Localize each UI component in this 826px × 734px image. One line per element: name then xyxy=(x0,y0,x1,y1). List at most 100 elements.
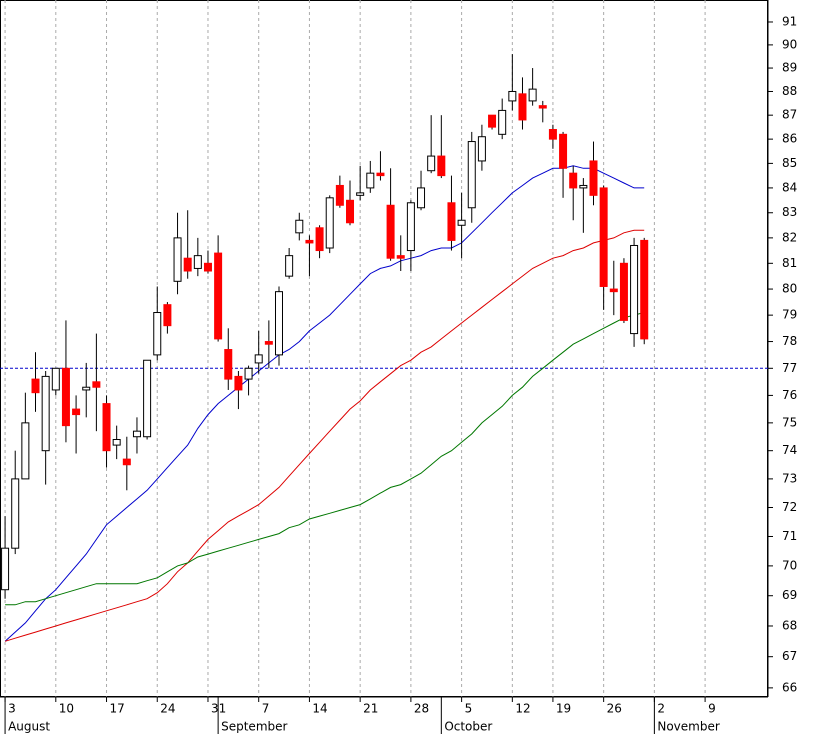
candle-body xyxy=(234,375,243,391)
x-tick-label: 7 xyxy=(262,702,270,716)
y-tick-label: 72 xyxy=(782,500,797,514)
y-tick-label: 91 xyxy=(782,14,797,28)
x-tick-label: 14 xyxy=(312,702,327,716)
x-tick-label: 21 xyxy=(363,702,378,716)
candle-body xyxy=(396,255,405,259)
candle-body xyxy=(437,155,446,177)
x-tick-label: 12 xyxy=(515,702,530,716)
candle-body xyxy=(325,197,334,249)
candle-body xyxy=(122,458,131,466)
candle-body xyxy=(559,133,568,169)
y-tick-label: 78 xyxy=(782,334,797,348)
candle-body xyxy=(183,257,192,272)
candle-body xyxy=(112,439,121,446)
moving-average-line xyxy=(4,229,645,642)
candle-body xyxy=(477,136,486,162)
candle-body xyxy=(599,187,608,287)
candle-body xyxy=(295,219,304,234)
candle-body xyxy=(619,262,628,321)
candle-body xyxy=(21,422,30,480)
candle-body xyxy=(609,288,618,293)
y-tick-label: 79 xyxy=(782,308,797,322)
candle-body xyxy=(467,141,476,209)
y-tick-label: 74 xyxy=(782,443,797,457)
candle-body xyxy=(548,129,557,140)
candle-body xyxy=(569,172,578,189)
candle-body xyxy=(72,408,81,416)
candle-body xyxy=(457,219,466,226)
candle-body xyxy=(315,227,324,252)
y-tick-label: 68 xyxy=(782,618,797,632)
plot-frame xyxy=(0,0,768,697)
y-tick-label: 67 xyxy=(782,649,797,663)
candle-body xyxy=(244,367,253,380)
x-tick-label: 28 xyxy=(414,702,429,716)
y-tick-label: 70 xyxy=(782,558,797,572)
moving-average-line xyxy=(4,165,645,642)
candle-body xyxy=(417,187,426,209)
y-tick-label: 69 xyxy=(782,588,797,602)
candle-body xyxy=(203,262,212,272)
candle-body xyxy=(224,349,233,380)
y-tick-label: 84 xyxy=(782,180,797,194)
candle-body xyxy=(61,367,70,427)
y-tick-label: 82 xyxy=(782,230,797,244)
month-label: August xyxy=(8,720,50,734)
candle-body xyxy=(406,202,415,252)
candle-body xyxy=(386,204,395,259)
candle-body xyxy=(528,88,537,102)
y-tick-label: 87 xyxy=(782,108,797,122)
candle-body xyxy=(376,172,385,177)
candle-body xyxy=(518,93,527,121)
y-tick-label: 90 xyxy=(782,37,797,51)
candle-body xyxy=(143,359,152,438)
month-label: September xyxy=(221,720,287,734)
y-tick-label: 81 xyxy=(782,256,797,270)
candle-body xyxy=(305,239,314,244)
candle-body xyxy=(82,386,91,391)
x-tick-label: 19 xyxy=(556,702,571,716)
candle-body xyxy=(427,155,436,172)
y-tick-label: 71 xyxy=(782,529,797,543)
y-tick-label: 89 xyxy=(782,61,797,75)
candle-body xyxy=(508,90,517,102)
x-tick-label: 26 xyxy=(607,702,622,716)
candle-body xyxy=(214,252,223,340)
candle-body xyxy=(51,367,60,391)
y-tick-label: 88 xyxy=(782,84,797,98)
y-tick-label: 76 xyxy=(782,388,797,402)
month-label: October xyxy=(444,720,492,734)
candle-body xyxy=(356,192,365,196)
candle-body xyxy=(264,341,273,345)
candle-body xyxy=(102,403,111,452)
y-tick-label: 77 xyxy=(782,361,797,375)
candle-body xyxy=(285,255,294,277)
candle-body xyxy=(41,375,50,452)
candle-body xyxy=(1,547,10,591)
candle-body xyxy=(589,160,598,196)
x-tick-label: 10 xyxy=(59,702,74,716)
x-tick-label: 3 xyxy=(8,702,16,716)
x-tick-label: 9 xyxy=(708,702,716,716)
candle-body xyxy=(132,430,141,438)
candle-body xyxy=(640,239,649,340)
candle-body xyxy=(488,114,497,128)
candle-body xyxy=(346,199,355,224)
candle-body xyxy=(274,291,283,356)
candle-body xyxy=(163,304,172,327)
candle-body xyxy=(11,478,20,549)
y-tick-label: 75 xyxy=(782,415,797,429)
y-tick-label: 66 xyxy=(782,680,797,694)
candle-body xyxy=(92,381,101,388)
candle-body xyxy=(173,237,182,282)
y-tick-label: 83 xyxy=(782,205,797,219)
candle-body xyxy=(579,184,588,189)
x-tick-label: 5 xyxy=(465,702,473,716)
x-tick-label: 24 xyxy=(160,702,175,716)
candle-body xyxy=(153,312,162,356)
candle-body xyxy=(447,202,456,241)
candle-body xyxy=(366,172,375,189)
candle-body xyxy=(335,184,344,206)
y-tick-label: 73 xyxy=(782,471,797,485)
